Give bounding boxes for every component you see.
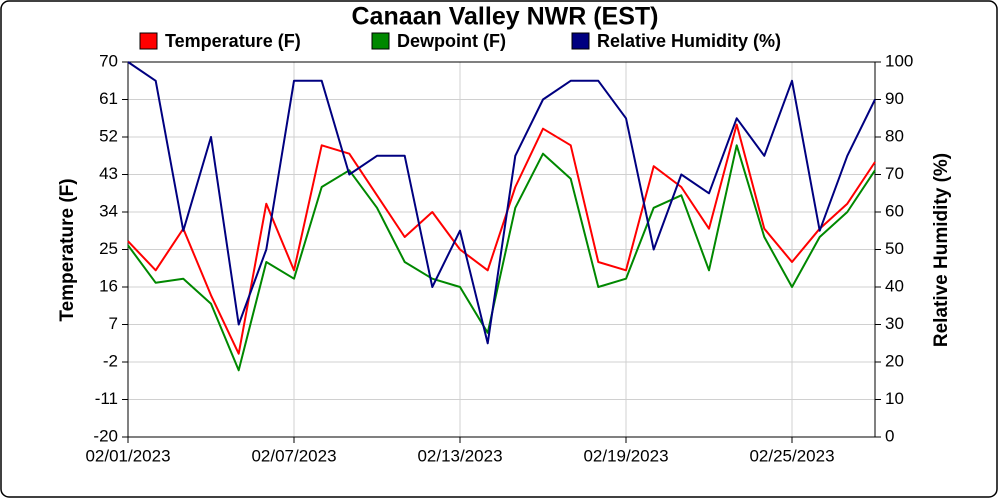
y-tick-label: 61 bbox=[99, 89, 118, 108]
y2-tick-label: 100 bbox=[885, 51, 913, 70]
y-tick-label: 43 bbox=[99, 164, 118, 183]
series-line bbox=[127, 61, 876, 345]
y-tick-label: 52 bbox=[99, 126, 118, 145]
y2-tick-label: 60 bbox=[885, 201, 904, 220]
y2-tick-label: 90 bbox=[885, 89, 904, 108]
legend-label: Relative Humidity (%) bbox=[597, 31, 781, 51]
y-axis-label: Temperature (F) bbox=[57, 178, 78, 321]
y-tick-label: -2 bbox=[103, 351, 118, 370]
x-tick-label: 02/19/2023 bbox=[583, 446, 668, 465]
y-tick-label: 7 bbox=[109, 314, 118, 333]
y2-axis-label: Relative Humidity (%) bbox=[931, 153, 952, 347]
y2-tick-label: 0 bbox=[885, 426, 894, 445]
y-tick-label: 34 bbox=[99, 201, 118, 220]
x-tick-label: 02/01/2023 bbox=[85, 446, 170, 465]
legend-label: Dewpoint (F) bbox=[397, 31, 506, 51]
legend-label: Temperature (F) bbox=[165, 31, 301, 51]
legend-swatch bbox=[571, 32, 590, 50]
y2-tick-label: 20 bbox=[885, 351, 904, 370]
y2-tick-label: 80 bbox=[885, 126, 904, 145]
y2-tick-label: 50 bbox=[885, 239, 904, 258]
y-tick-label: 25 bbox=[99, 239, 118, 258]
y2-tick-label: 10 bbox=[885, 389, 904, 408]
y2-tick-label: 30 bbox=[885, 314, 904, 333]
y-tick-label: -20 bbox=[93, 426, 118, 445]
x-tick-label: 02/25/2023 bbox=[749, 446, 834, 465]
y2-tick-label: 70 bbox=[885, 164, 904, 183]
series-line bbox=[127, 144, 876, 372]
y-tick-label: -11 bbox=[95, 389, 118, 408]
legend-swatch bbox=[371, 32, 390, 50]
plot-area bbox=[127, 61, 876, 438]
chart-title: Canaan Valley NWR (EST) bbox=[351, 3, 658, 31]
y2-tick-label: 40 bbox=[885, 276, 904, 295]
y-tick-label: 16 bbox=[99, 276, 118, 295]
x-tick-label: 02/13/2023 bbox=[417, 446, 502, 465]
y-tick-label: 70 bbox=[99, 51, 118, 70]
series-line bbox=[127, 123, 876, 355]
x-tick-label: 02/07/2023 bbox=[251, 446, 336, 465]
legend-swatch bbox=[139, 32, 158, 50]
